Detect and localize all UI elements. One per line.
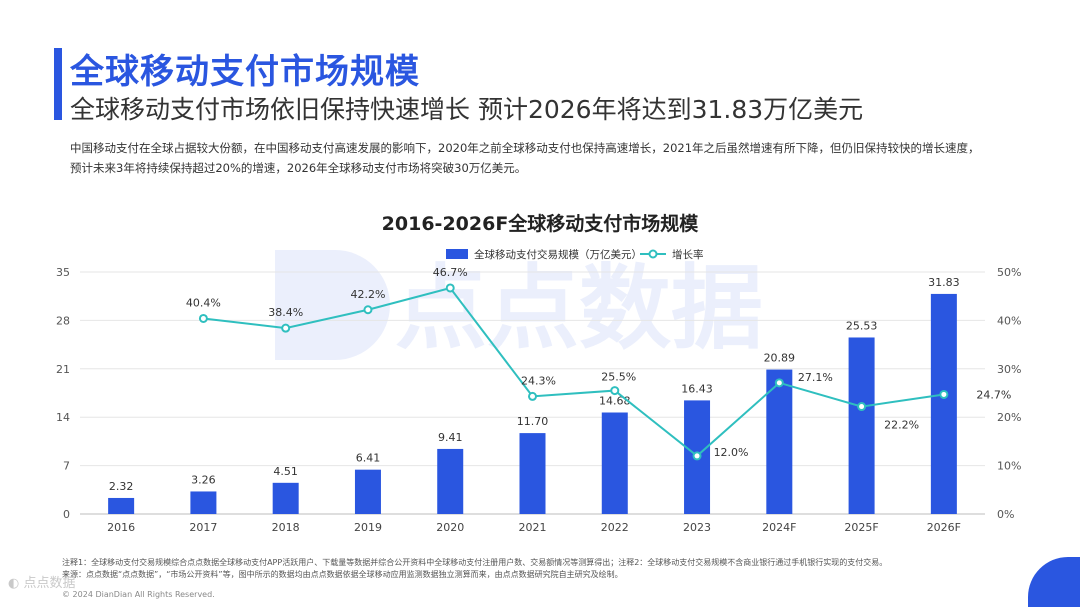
x-axis-tick: 2021 bbox=[519, 521, 547, 534]
growth-rate-label: 22.2% bbox=[884, 419, 919, 432]
growth-rate-label: 40.4% bbox=[186, 296, 221, 309]
bar-value-label: 14.68 bbox=[599, 394, 631, 407]
bar bbox=[272, 482, 299, 514]
page-subtitle: 全球移动支付市场依旧保持快速增长 预计2026年将达到31.83万亿美元 bbox=[70, 95, 864, 124]
x-axis-tick: 2016 bbox=[107, 521, 135, 534]
growth-rate-line bbox=[203, 286, 945, 458]
growth-rate-point bbox=[528, 391, 537, 401]
growth-rate-label: 42.2% bbox=[350, 288, 385, 301]
right-axis-tick: 30% bbox=[997, 363, 1021, 376]
bar bbox=[930, 293, 957, 514]
description-text: 中国移动支付在全球占据较大份额，在中国移动支付高速发展的影响下，2020年之前全… bbox=[70, 138, 1050, 178]
title-accent-bar bbox=[54, 48, 62, 120]
growth-rate-label: 24.3% bbox=[521, 374, 556, 387]
growth-rate-label: 46.7% bbox=[433, 266, 468, 279]
bar bbox=[848, 337, 875, 514]
right-axis-tick: 40% bbox=[997, 314, 1021, 327]
growth-rate-point bbox=[692, 451, 702, 461]
growth-rate-point bbox=[774, 378, 784, 388]
right-axis-tick: 10% bbox=[997, 460, 1021, 473]
bar bbox=[437, 448, 464, 514]
legend-bar-label: 全球移动支付交易规模（万亿美元） bbox=[474, 248, 642, 261]
x-axis-tick: 2019 bbox=[354, 521, 382, 534]
bar-value-label: 4.51 bbox=[273, 465, 298, 478]
x-axis-tick: 2024F bbox=[762, 521, 796, 534]
growth-rate-label: 38.4% bbox=[268, 306, 303, 319]
left-axis-tick: 7 bbox=[63, 460, 70, 473]
footnotes: 注释1：全球移动支付交易规模综合点点数据全球移动支付APP活跃用户、下载量等数据… bbox=[62, 557, 1022, 581]
bar-value-label: 3.26 bbox=[191, 473, 216, 486]
bar bbox=[519, 433, 546, 514]
brand-mark: ◐ 点点数据 bbox=[8, 572, 76, 591]
bar-value-label: 25.53 bbox=[846, 319, 878, 332]
bar-value-label: 31.83 bbox=[928, 276, 960, 289]
bar-value-label: 2.32 bbox=[109, 480, 134, 493]
right-axis-tick: 50% bbox=[997, 266, 1021, 279]
brand-name: 点点数据 bbox=[23, 576, 76, 591]
bar-value-label: 6.41 bbox=[356, 452, 381, 465]
growth-rate-label: 27.1% bbox=[798, 371, 833, 384]
growth-rate-point bbox=[281, 323, 291, 333]
x-axis-tick: 2017 bbox=[189, 521, 217, 534]
growth-rate-point bbox=[610, 386, 620, 396]
growth-rate-point bbox=[939, 389, 949, 399]
x-axis-tick: 2020 bbox=[436, 521, 464, 534]
x-axis-tick: 2022 bbox=[601, 521, 629, 534]
x-axis-tick: 2026F bbox=[927, 521, 961, 534]
growth-rate-label: 12.0% bbox=[714, 446, 749, 459]
description-line-2: 预计未来3年将持续保持超过20%的增速，2026年全球移动支付市场将突破30万亿… bbox=[70, 161, 527, 175]
growth-rate-point bbox=[198, 313, 208, 323]
x-axis-tick: 2023 bbox=[683, 521, 711, 534]
footnote-source: 来源：点点数据“点点数据”，“市场公开资料”等，图中所示的数据均由点点数据依据全… bbox=[62, 570, 623, 579]
bar bbox=[354, 469, 381, 514]
x-axis-tick: 2025F bbox=[844, 521, 878, 534]
bar bbox=[108, 497, 135, 514]
growth-rate-point bbox=[445, 283, 455, 293]
left-axis-tick: 21 bbox=[56, 363, 70, 376]
bar bbox=[601, 412, 628, 514]
x-axis-tick: 2018 bbox=[272, 521, 300, 534]
footnote-1: 注释1：全球移动支付交易规模综合点点数据全球移动支付APP活跃用户、下载量等数据… bbox=[62, 558, 888, 567]
bar bbox=[190, 491, 217, 514]
right-axis-tick: 0% bbox=[997, 508, 1014, 521]
description-line-1: 中国移动支付在全球占据较大份额，在中国移动支付高速发展的影响下，2020年之前全… bbox=[70, 141, 980, 155]
bar-value-label: 11.70 bbox=[517, 415, 549, 428]
legend-line-marker bbox=[648, 249, 658, 259]
legend-line-label: 增长率 bbox=[672, 248, 704, 261]
bar-value-label: 20.89 bbox=[764, 352, 796, 365]
right-axis-tick: 20% bbox=[997, 411, 1021, 424]
brand-logo-icon: ◐ bbox=[8, 576, 20, 591]
left-axis-tick: 35 bbox=[56, 266, 70, 279]
left-axis-tick: 0 bbox=[63, 508, 70, 521]
bar-value-label: 16.43 bbox=[681, 382, 713, 395]
growth-rate-label: 25.5% bbox=[601, 371, 636, 384]
growth-rate-label: 24.7% bbox=[976, 388, 1011, 401]
legend-bar-swatch bbox=[446, 249, 468, 259]
copyright-text: © 2024 DianDian All Rights Reserved. bbox=[62, 590, 215, 599]
growth-rate-point bbox=[857, 402, 867, 412]
growth-rate-point bbox=[363, 305, 373, 315]
bar-value-label: 9.41 bbox=[438, 431, 463, 444]
page-title: 全球移动支付市场规模 bbox=[70, 52, 420, 92]
left-axis-tick: 14 bbox=[56, 411, 70, 424]
bar bbox=[766, 369, 793, 514]
chart-title: 2016-2026F全球移动支付市场规模 bbox=[381, 213, 699, 235]
left-axis-tick: 28 bbox=[56, 314, 70, 327]
